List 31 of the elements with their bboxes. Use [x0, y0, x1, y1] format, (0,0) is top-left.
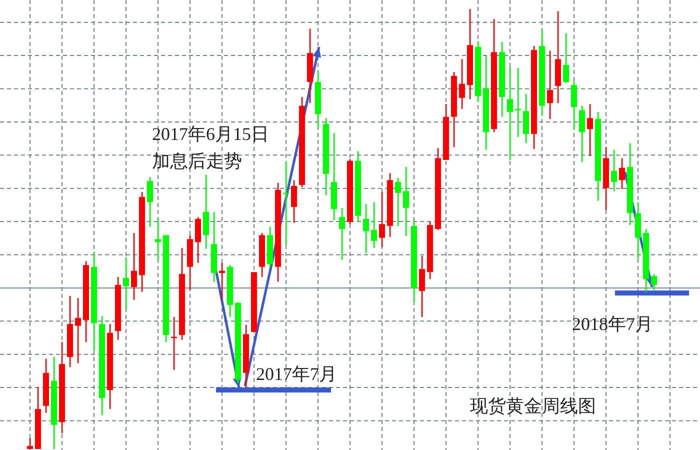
annotation: 2017年7月: [256, 364, 337, 384]
candlestick: [203, 174, 209, 250]
candlestick: [363, 203, 369, 254]
candlestick: [371, 202, 377, 249]
candlestick: [155, 218, 161, 260]
candlestick: [507, 66, 513, 161]
candlestick: [403, 166, 409, 237]
candlestick: [611, 149, 617, 192]
candlestick: [219, 262, 225, 300]
candlestick: [619, 158, 625, 190]
candlestick: [339, 207, 345, 260]
candlestick: [579, 105, 585, 163]
candlestick: [123, 256, 129, 311]
candlestick: [587, 103, 593, 157]
candlestick: [291, 180, 297, 224]
candlestick: [571, 80, 577, 130]
candlestick: [651, 273, 657, 291]
candlestick: [419, 255, 425, 318]
candlestick: [395, 177, 401, 227]
candlestick: [547, 50, 553, 120]
candlestick: [147, 176, 153, 228]
annotation: 加息后走势: [152, 151, 242, 171]
candlestick: [75, 297, 81, 364]
candlestick: [459, 58, 465, 110]
candlestick: [195, 216, 201, 264]
annotation: 2017年6月15日: [152, 124, 269, 144]
candlestick: [563, 32, 569, 84]
text: 现货黄金周线图: [470, 396, 596, 416]
candlestick: [379, 191, 385, 248]
candlestick: [131, 232, 137, 300]
candlestick: [523, 93, 529, 144]
